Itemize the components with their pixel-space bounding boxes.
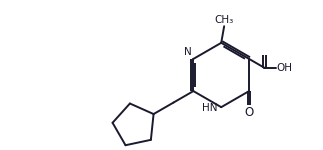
- Text: O: O: [245, 106, 254, 119]
- Text: OH: OH: [277, 63, 293, 73]
- Text: N: N: [184, 47, 192, 57]
- Text: HN: HN: [202, 103, 218, 113]
- Text: CH₃: CH₃: [214, 15, 234, 25]
